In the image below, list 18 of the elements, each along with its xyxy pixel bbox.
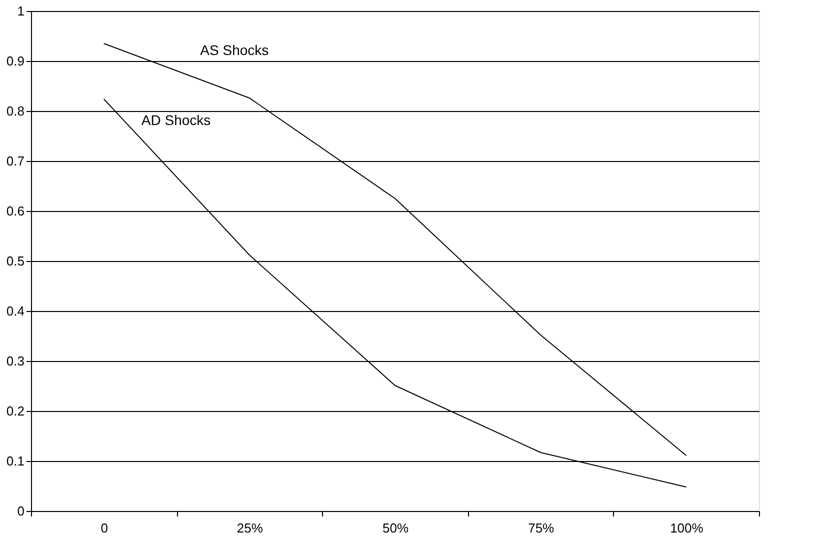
x-tick-label: 100% <box>670 520 704 536</box>
y-tick-label: 0.1 <box>6 454 24 468</box>
x-tick-label: 75% <box>528 520 555 536</box>
y-tick-label: 0.3 <box>6 354 24 368</box>
x-tick-label: 50% <box>382 520 409 536</box>
x-tick-label: 25% <box>236 520 264 536</box>
y-tick-label: 1 <box>17 4 24 18</box>
y-tick-label: 0 <box>17 504 24 518</box>
y-tick-label: 0.6 <box>6 204 24 218</box>
y-tick-label: 0.7 <box>6 154 24 168</box>
y-tick-label: 0.9 <box>6 54 24 68</box>
x-tick-label: 0 <box>100 520 108 536</box>
y-tick-label: 0.2 <box>6 404 24 418</box>
series-label: AS Shocks <box>200 42 269 58</box>
y-tick-label: 0.5 <box>6 254 24 268</box>
y-tick-label: 0.4 <box>6 304 24 318</box>
series-label: AD Shocks <box>141 112 211 128</box>
y-tick-label: 0.8 <box>6 104 24 118</box>
